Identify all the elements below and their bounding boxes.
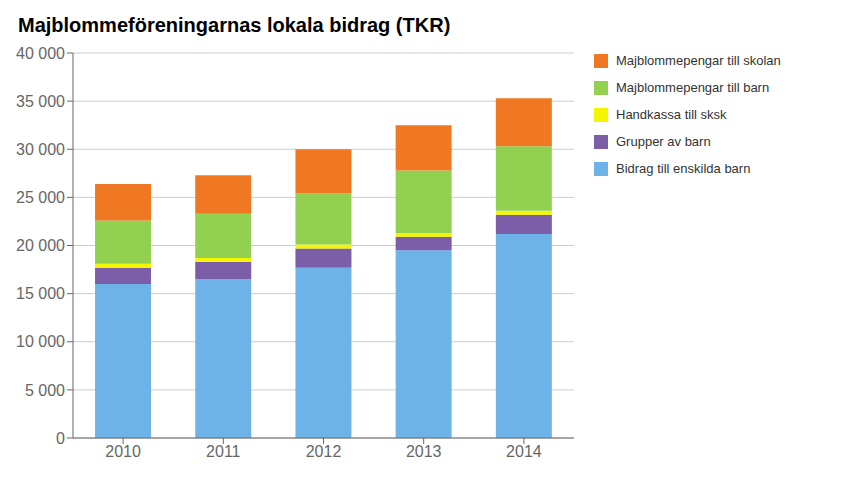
svg-text:0: 0 xyxy=(56,430,65,447)
html-text:Bidrag till enskilda barn: Bidrag till enskilda barn xyxy=(616,161,751,176)
svg-text:10 000: 10 000 xyxy=(16,333,65,350)
svg-text:15 000: 15 000 xyxy=(16,285,65,302)
svg-text:25 000: 25 000 xyxy=(16,189,65,206)
html-text:Majblommeföreningarnas lokala: Majblommeföreningarnas lokala bidrag (TK… xyxy=(18,14,451,36)
svg-text:2013: 2013 xyxy=(406,443,442,460)
html-text:Majblommepengar till skolan: Majblommepengar till skolan xyxy=(616,53,781,68)
html-text:Handkassa till sksk: Handkassa till sksk xyxy=(616,107,727,122)
svg-text:35 000: 35 000 xyxy=(16,93,65,110)
svg-text:2014: 2014 xyxy=(506,443,542,460)
svg-text:2011: 2011 xyxy=(206,443,241,460)
html-text:Majblommepengar till barn: Majblommepengar till barn xyxy=(616,80,770,95)
svg-text:40 000: 40 000 xyxy=(16,45,65,62)
svg-text:2010: 2010 xyxy=(105,443,141,460)
svg-text:2012: 2012 xyxy=(306,443,342,460)
svg-text:20 000: 20 000 xyxy=(16,237,65,254)
svg-text:5 000: 5 000 xyxy=(25,382,65,399)
svg-text:30 000: 30 000 xyxy=(16,141,65,158)
html-text:Grupper av barn: Grupper av barn xyxy=(616,134,711,149)
